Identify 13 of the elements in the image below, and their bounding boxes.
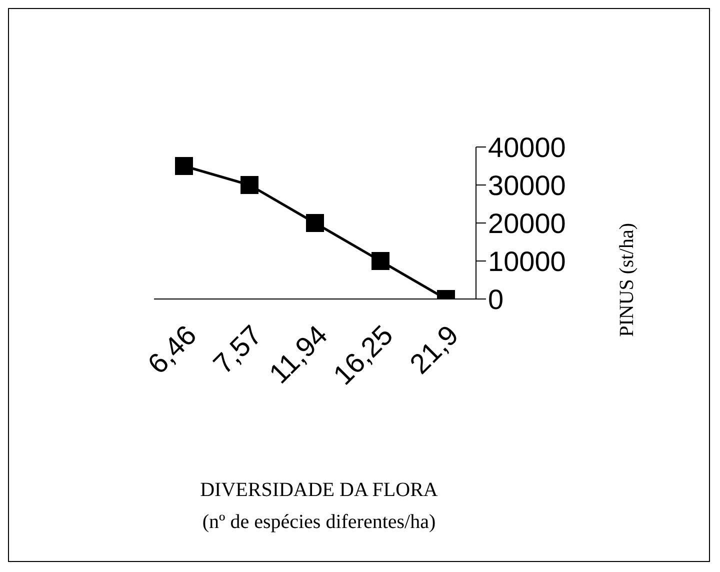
point xyxy=(240,176,258,194)
y-tick-label: 0 xyxy=(488,284,504,315)
y-axis-title: PINUS (st/ha) xyxy=(616,223,638,337)
y-tick-label: 40000 xyxy=(488,132,566,163)
x-tick-label: 7,57 xyxy=(207,319,268,380)
y-tick-label: 10000 xyxy=(488,246,566,277)
point xyxy=(306,214,324,232)
y-tick-label: 30000 xyxy=(488,170,566,201)
y-tick-label: 20000 xyxy=(488,208,566,239)
x-tick-label: 6,46 xyxy=(142,319,202,380)
point xyxy=(175,157,193,175)
x-axis-title: DIVERSIDADE DA FLORA (nº de espécies diferentes/ha) xyxy=(199,478,439,535)
point xyxy=(372,252,390,270)
